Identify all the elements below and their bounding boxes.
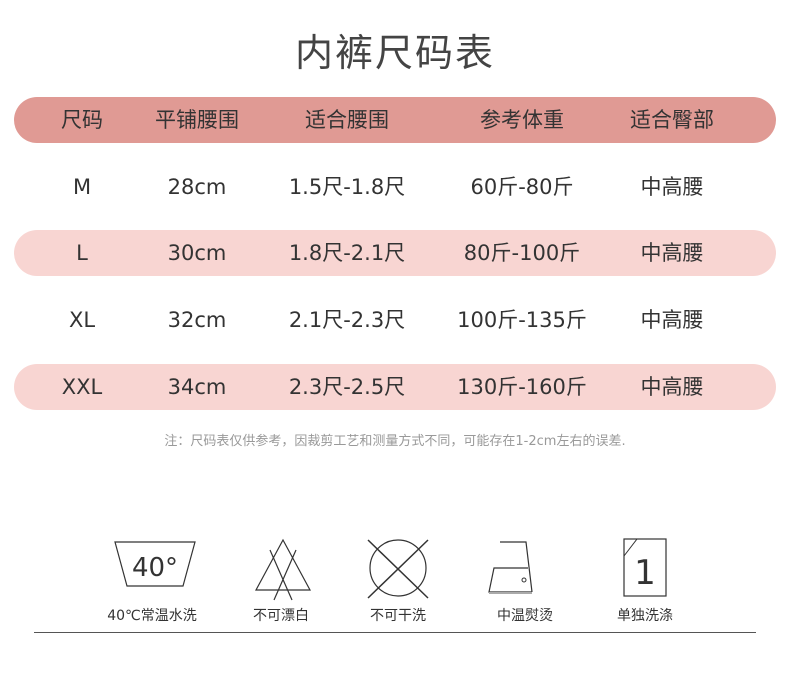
wash-separately-icon: 1 bbox=[623, 538, 667, 597]
wash-temp-text: 40° bbox=[132, 553, 178, 583]
table-cell: XXL bbox=[61, 375, 103, 399]
table-cell: 中高腰 bbox=[640, 375, 704, 399]
table-row: XXL 34cm 2.3尺-2.5尺 130斤-160斤 中高腰 bbox=[14, 364, 776, 410]
table-cell: 中高腰 bbox=[640, 241, 704, 265]
care-label-bleach: 不可漂白 bbox=[253, 608, 309, 624]
table-cell: 130斤-160斤 bbox=[457, 375, 587, 399]
table-cell: 28cm bbox=[167, 175, 227, 199]
header-cell: 平铺腰围 bbox=[155, 108, 239, 132]
table-cell: 34cm bbox=[167, 375, 227, 399]
iron-medium-icon bbox=[488, 541, 533, 594]
table-cell: 中高腰 bbox=[640, 175, 704, 199]
table-cell: XL bbox=[68, 308, 96, 332]
table-cell: 2.3尺-2.5尺 bbox=[288, 375, 406, 399]
wash-40-icon: 40° bbox=[114, 541, 196, 587]
table-cell: M bbox=[72, 175, 92, 199]
note: 注：尺码表仅供参考，因裁剪工艺和测量方式不同，可能存在1-2cm左右的误差. bbox=[164, 434, 626, 449]
header-cell: 尺码 bbox=[61, 108, 103, 132]
table-cell: 100斤-135斤 bbox=[457, 308, 587, 332]
table-row: XL 32cm 2.1尺-2.3尺 100斤-135斤 中高腰 bbox=[14, 297, 776, 343]
care-label-separate: 单独洗涤 bbox=[617, 608, 673, 624]
table-cell: L bbox=[76, 241, 88, 265]
table-cell: 1.8尺-2.1尺 bbox=[288, 241, 406, 265]
header-cell: 适合腰围 bbox=[305, 108, 389, 132]
no-bleach-icon bbox=[254, 538, 312, 601]
table-row: M 28cm 1.5尺-1.8尺 60斤-80斤 中高腰 bbox=[14, 164, 776, 210]
wash-count-text: 1 bbox=[634, 553, 656, 593]
header-cell: 参考体重 bbox=[480, 108, 564, 132]
page-title: 内裤尺码表 bbox=[294, 31, 495, 75]
table-cell: 80斤-100斤 bbox=[463, 241, 581, 265]
table-cell: 2.1尺-2.3尺 bbox=[288, 308, 406, 332]
table-cell: 32cm bbox=[167, 308, 227, 332]
care-label-iron: 中温熨烫 bbox=[497, 608, 553, 624]
header-cell: 适合臀部 bbox=[630, 108, 714, 132]
care-label-wash: 40℃常温水洗 bbox=[107, 608, 197, 624]
care-label-dry-clean: 不可干洗 bbox=[370, 608, 426, 624]
divider bbox=[34, 632, 756, 633]
table-cell: 30cm bbox=[167, 241, 227, 265]
table-cell: 中高腰 bbox=[640, 308, 704, 332]
no-dry-clean-icon bbox=[367, 539, 429, 599]
table-row: L 30cm 1.8尺-2.1尺 80斤-100斤 中高腰 bbox=[14, 230, 776, 276]
table-header: 尺码 平铺腰围 适合腰围 参考体重 适合臀部 bbox=[14, 97, 776, 143]
table-cell: 1.5尺-1.8尺 bbox=[288, 175, 406, 199]
table-cell: 60斤-80斤 bbox=[470, 175, 574, 199]
